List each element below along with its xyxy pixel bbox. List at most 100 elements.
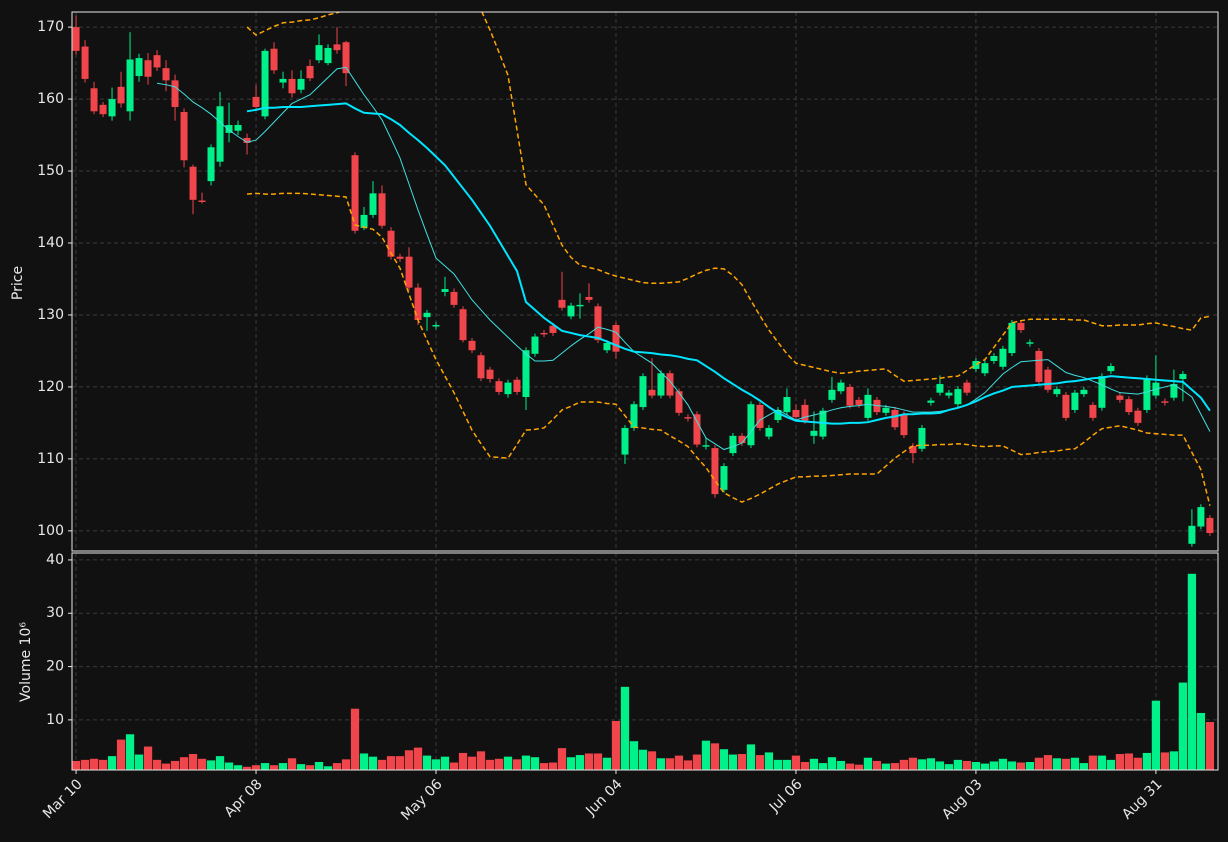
- candle-body: [864, 394, 872, 418]
- candle-body: [90, 88, 98, 112]
- volume-bar: [530, 757, 540, 770]
- volume-bar: [1169, 751, 1179, 770]
- volume-bar: [251, 765, 261, 770]
- volume-bar: [404, 750, 414, 770]
- volume-bar: [953, 759, 963, 770]
- volume-bar: [503, 756, 513, 770]
- candle-body: [180, 112, 188, 161]
- candle-body: [99, 104, 107, 115]
- volume-bar: [782, 759, 792, 770]
- volume-bar: [1115, 754, 1125, 770]
- volume-bar: [323, 766, 333, 770]
- y-tick-label: 110: [37, 451, 64, 467]
- candle-body: [693, 414, 701, 445]
- candle-body: [1170, 384, 1178, 398]
- price-panel-frame: [71, 11, 1219, 552]
- volume-bar: [197, 758, 207, 770]
- candle-body: [162, 68, 170, 81]
- candle-body: [1053, 389, 1061, 395]
- y-tick-label: 40: [46, 552, 64, 568]
- volume-bar: [152, 759, 162, 770]
- candle-body: [738, 435, 746, 444]
- candle-body: [117, 86, 125, 104]
- candle-body: [387, 230, 395, 257]
- volume-bar: [1016, 762, 1026, 770]
- candle-body: [900, 414, 908, 436]
- volume-bar: [989, 761, 999, 770]
- candle-body: [1098, 376, 1106, 408]
- candle-body: [882, 407, 890, 413]
- volume-bar: [620, 686, 630, 770]
- volume-bar: [836, 760, 846, 770]
- volume-bar: [818, 763, 828, 770]
- volume-bar: [539, 763, 549, 770]
- volume-bar: [1034, 757, 1044, 770]
- candle-body: [927, 400, 935, 403]
- candle-body: [342, 42, 350, 74]
- grid-layer: [72, 12, 1218, 770]
- moving-average-line: [156, 66, 1211, 451]
- price-axis-label: Price: [10, 266, 26, 300]
- candle-body: [324, 47, 332, 64]
- volume-bar: [314, 762, 324, 770]
- candle-body: [252, 96, 260, 107]
- candle-body: [855, 399, 863, 405]
- candle-body: [1107, 366, 1115, 372]
- candle-body: [846, 386, 854, 406]
- candle-body: [684, 417, 692, 419]
- volume-bar: [89, 758, 99, 770]
- volume-bar: [242, 766, 252, 770]
- candle-body: [504, 382, 512, 395]
- volume-bar: [206, 760, 216, 770]
- candle-body: [450, 291, 458, 305]
- candle-body: [414, 287, 422, 320]
- candle-body: [891, 409, 899, 428]
- volume-bar: [890, 763, 900, 770]
- y-tick-label: 170: [37, 19, 64, 35]
- volume-bar: [359, 753, 369, 770]
- volume-bar: [332, 763, 342, 770]
- candle-body: [999, 348, 1007, 367]
- volume-bar: [809, 758, 819, 770]
- band-line: [246, 192, 1211, 506]
- volume-bar: [899, 759, 909, 770]
- candle-body: [432, 325, 440, 327]
- candle-body: [1089, 404, 1097, 418]
- volume-bar: [1088, 755, 1098, 770]
- volume-bar: [377, 759, 387, 770]
- volume-bar: [494, 758, 504, 770]
- candle-body: [774, 409, 782, 421]
- candle-body: [702, 445, 710, 447]
- volume-bar: [944, 764, 954, 770]
- volume-bar: [629, 741, 639, 770]
- volume-bar: [233, 765, 243, 770]
- volume-bar: [134, 754, 144, 770]
- candle-body: [1008, 322, 1016, 354]
- volume-bar: [1061, 758, 1071, 770]
- volume-bar: [962, 760, 972, 770]
- volume-bar: [854, 764, 864, 770]
- volume-bar: [980, 763, 990, 770]
- candle-body: [801, 404, 809, 421]
- candle-body: [1035, 350, 1043, 382]
- volume-bar: [926, 758, 936, 770]
- y-tick-label: 120: [37, 379, 64, 395]
- candle-body: [126, 59, 134, 112]
- volume-bar: [1097, 755, 1107, 770]
- candle-body: [459, 309, 467, 341]
- volume-bar: [1007, 761, 1017, 770]
- candle-body: [909, 445, 917, 454]
- volume-bar: [485, 759, 495, 770]
- candle-body: [1197, 507, 1205, 527]
- candle-body: [963, 382, 971, 393]
- candle-body: [189, 166, 197, 200]
- volume-panel-frame: [71, 552, 1219, 771]
- volume-bar: [710, 743, 720, 770]
- candle-body: [783, 397, 791, 413]
- y-tick-label: 30: [46, 605, 64, 621]
- volume-bar: [449, 762, 459, 770]
- candle-body: [306, 65, 314, 79]
